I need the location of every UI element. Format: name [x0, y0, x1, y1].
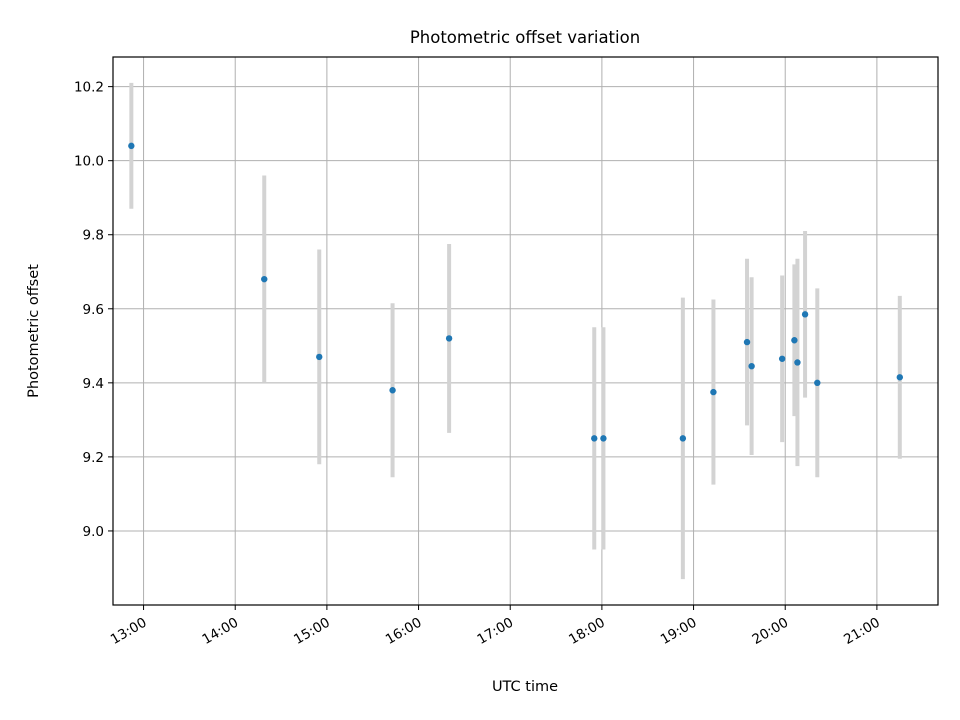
data-point [261, 275, 268, 283]
y-tick-label: 9.4 [83, 376, 104, 392]
data-point [794, 359, 801, 366]
data-point [791, 337, 798, 344]
data-points [128, 142, 904, 442]
data-point [389, 387, 396, 394]
data-point [896, 374, 904, 381]
data-point [316, 353, 323, 361]
y-tick-label: 9.6 [83, 302, 104, 318]
x-axis-label: UTC time [492, 679, 558, 695]
data-point [128, 142, 135, 150]
y-tick-label: 9.2 [83, 450, 104, 466]
y-tick-label: 10.2 [74, 80, 104, 96]
data-point [591, 435, 598, 442]
y-tick-label: 9.0 [83, 524, 104, 540]
data-point [814, 379, 821, 387]
y-tick-label: 9.8 [83, 228, 104, 244]
grid-lines [113, 57, 938, 605]
data-point [710, 388, 717, 396]
data-point [600, 435, 607, 442]
data-point [679, 435, 687, 442]
y-axis-label: Photometric offset [26, 264, 42, 398]
y-axis-ticks: 9.0 9.2 9.4 9.6 9.8 10.0 10.2 [74, 80, 113, 540]
data-point [778, 355, 786, 362]
data-point [801, 311, 809, 318]
data-point [743, 338, 751, 346]
chart-title: Photometric offset variation [410, 28, 640, 47]
data-point [445, 335, 453, 342]
y-tick-label: 10.0 [74, 154, 104, 170]
plot-area-frame [112, 56, 939, 606]
data-point [748, 362, 755, 370]
